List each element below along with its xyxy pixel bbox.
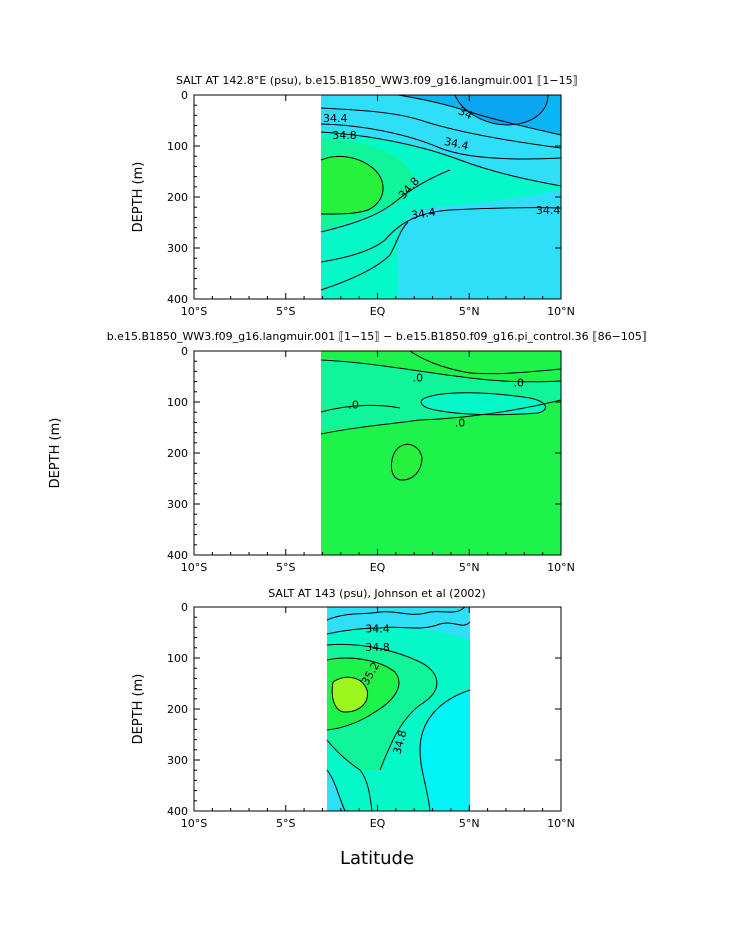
x-tick-label: 10°S: [181, 305, 207, 318]
y-tick-label: 200: [167, 703, 188, 716]
band-light-green-top: [410, 351, 561, 374]
contour-label: .0: [455, 416, 466, 429]
panel-title: b.e15.B1850_WW3.f09_g16.langmuir.001 ⟦1−…: [107, 330, 648, 343]
y-tick-label: 400: [167, 805, 188, 818]
band-cyan: [421, 392, 546, 415]
y-tick-label: 0: [181, 345, 188, 358]
y-ticks: 0 100 200 300 400: [167, 601, 561, 818]
contour-label: 34.8: [365, 641, 390, 654]
y-tick-label: 0: [181, 601, 188, 614]
x-tick-label: EQ: [370, 305, 386, 318]
x-tick-label: EQ: [370, 561, 386, 574]
contour-line: [326, 643, 438, 771]
contour-line: [320, 131, 561, 187]
band-green: [321, 156, 384, 215]
panel-difference: .0.0.0.0 10°S 5°S EQ 5°N 10°N 0100200300400 …: [48, 330, 647, 574]
y-axis-label: DEPTH (m): [131, 162, 146, 233]
y-tick-label: 300: [167, 242, 188, 255]
contour-lines: [320, 351, 561, 481]
x-tick-label: 5°S: [276, 305, 295, 318]
contour-label: .0: [413, 372, 424, 385]
y-ticks: 0 100 200 300 400: [167, 89, 561, 306]
contour-line: [454, 95, 549, 126]
x-tick-label: 5°N: [459, 305, 480, 318]
contour-label: 34.4: [365, 622, 390, 635]
band-green-blob: [391, 444, 422, 480]
x-tick-label: 5°S: [276, 561, 295, 574]
contour-label: .0: [348, 399, 359, 412]
contour-line: [420, 392, 546, 416]
y-tick-label: 100: [167, 140, 188, 153]
x-tick-label: EQ: [370, 817, 386, 830]
band-cyan-right: [420, 690, 470, 811]
y-tick-label: 300: [167, 754, 188, 767]
y-ticks: 0 100 200 300 400: [167, 345, 561, 562]
contour-line: [320, 123, 561, 160]
contour-labels: .0 .0 .0 .0: [348, 372, 524, 430]
x-axis-label: Latitude: [340, 848, 414, 869]
x-ticks: 10°S 5°S EQ 5°N 10°N: [181, 607, 575, 830]
contour-line: [326, 769, 346, 811]
x-tick-label: 10°S: [181, 561, 207, 574]
y-tick-label: 200: [167, 447, 188, 460]
x-tick-label: 5°N: [459, 561, 480, 574]
contour-line: [397, 95, 561, 136]
panel-title: SALT AT 142.8°E (psu), b.e15.B1850_WW3.f…: [176, 74, 578, 87]
contour-line: [326, 607, 466, 621]
x-ticks: 10°S 5°S EQ 5°N 10°N: [181, 351, 575, 574]
contour-line: [320, 399, 561, 435]
x-tick-label: 10°N: [547, 817, 575, 830]
x-ticks: 10°S 5°S EQ 5°N 10°N: [181, 95, 575, 318]
y-tick-label: 300: [167, 498, 188, 511]
contour-line: [320, 155, 384, 215]
x-tick-label: 5°N: [459, 817, 480, 830]
contour-line: [326, 621, 471, 635]
contour-line: [320, 107, 561, 149]
y-tick-label: 400: [167, 549, 188, 562]
contour-label: .0: [514, 377, 525, 390]
contour-lines: [326, 607, 471, 811]
contour-line: [320, 404, 401, 413]
contour-label: 34.8: [391, 729, 410, 756]
difference-field: [320, 351, 561, 555]
contour-line: [320, 359, 561, 383]
contour-line: [409, 351, 561, 375]
y-axis-label: DEPTH (m): [48, 418, 63, 489]
contour-label: 34.4: [536, 204, 561, 217]
x-tick-label: 10°S: [181, 817, 207, 830]
contour-label: 34.8: [332, 129, 357, 142]
contour-line: [331, 676, 369, 713]
contour-label: 34.4: [410, 206, 436, 222]
contour-line: [320, 221, 409, 291]
y-tick-label: 0: [181, 89, 188, 102]
contour-line: [326, 657, 400, 731]
contour-line: [326, 739, 373, 811]
contour-lines: [320, 95, 561, 291]
y-tick-label: 400: [167, 293, 188, 306]
contour-label: 34.4: [323, 112, 348, 125]
x-tick-label: 5°S: [276, 817, 295, 830]
contour-label: 34.4: [443, 135, 470, 153]
panel-observations: 34.434.835.234.8 10°S 5°S EQ 5°N 10°N 010020…: [131, 587, 575, 869]
contour-label: 34: [456, 104, 474, 122]
contour-line: [320, 207, 561, 263]
salinity-field: [320, 95, 561, 299]
contour-line: [419, 689, 471, 811]
contour-line: [320, 169, 451, 233]
y-axis-label: DEPTH (m): [131, 674, 146, 745]
band-light-blue-top: [327, 607, 470, 640]
y-tick-label: 100: [167, 652, 188, 665]
x-tick-label: 10°N: [547, 305, 575, 318]
y-tick-label: 200: [167, 191, 188, 204]
y-tick-label: 100: [167, 396, 188, 409]
contour-line: [390, 443, 423, 481]
band-lime: [332, 677, 368, 712]
observed-salinity-field: [326, 607, 471, 811]
panel-title: SALT AT 143 (psu), Johnson et al (2002): [268, 587, 485, 600]
x-tick-label: 10°N: [547, 561, 575, 574]
